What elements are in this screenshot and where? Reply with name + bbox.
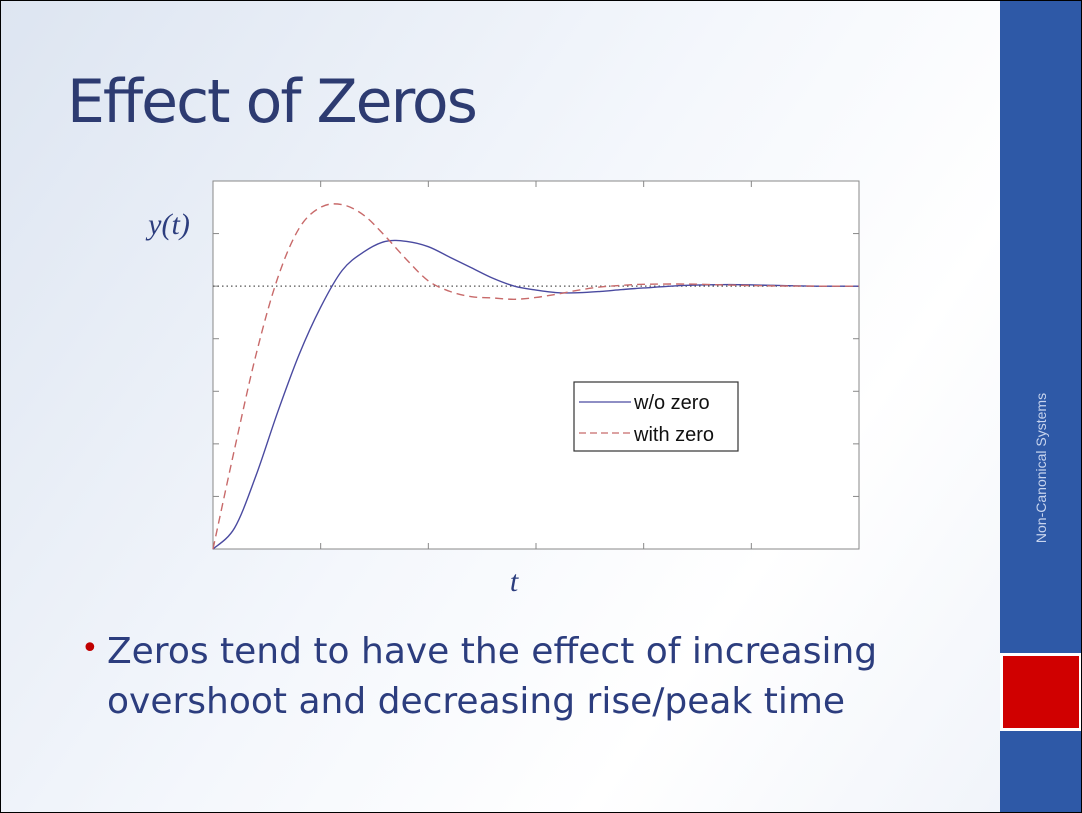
y-axis-label: y(t) bbox=[145, 208, 190, 241]
bullet-dot-icon: • bbox=[81, 631, 99, 666]
series-line-w-o-zero bbox=[212, 239, 860, 550]
step-response-chart: y(t) t w/o zero with zero bbox=[145, 180, 860, 598]
series-layer bbox=[212, 203, 860, 550]
bullet-text: Zeros tend to have the effect of increas… bbox=[107, 631, 878, 722]
legend: w/o zero with zero bbox=[573, 381, 739, 452]
sidebar-accent-block bbox=[1003, 656, 1079, 728]
sidebar: Non-Canonical Systems bbox=[1000, 1, 1081, 812]
slide-title: Effect of Zeros bbox=[67, 67, 478, 137]
axis-ticks bbox=[213, 181, 859, 549]
legend-label-with-zero: with zero bbox=[633, 424, 714, 446]
legend-label-w-o-zero: w/o zero bbox=[633, 392, 710, 414]
plot-area bbox=[213, 181, 859, 549]
plot-frame bbox=[212, 180, 860, 550]
bullet-list: • Zeros tend to have the effect of incre… bbox=[81, 627, 927, 727]
sidebar-accent-frame bbox=[1000, 653, 1081, 731]
sidebar-section-label: Non-Canonical Systems bbox=[1033, 392, 1049, 544]
legend-box bbox=[573, 381, 739, 452]
x-axis-label: t bbox=[510, 565, 519, 598]
bullet-item: • Zeros tend to have the effect of incre… bbox=[81, 627, 927, 727]
series-line-with-zero bbox=[212, 203, 860, 550]
